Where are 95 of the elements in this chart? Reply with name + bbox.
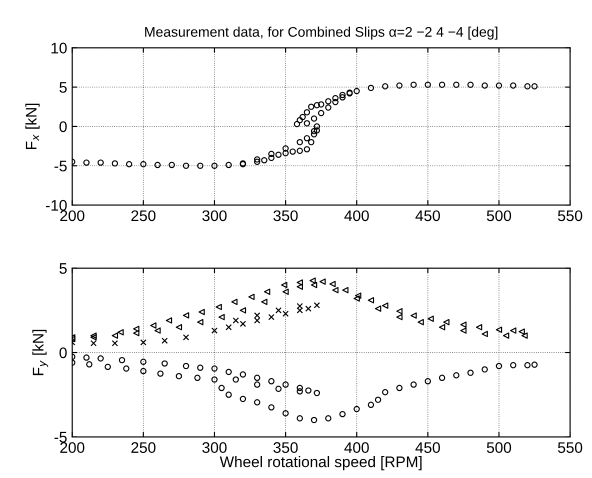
x-tick-label: 250	[131, 210, 156, 222]
y-tick-label: -10	[46, 200, 67, 211]
point	[510, 327, 516, 334]
point	[154, 327, 161, 334]
x-axis-title: Wheel rotational speed [RPM]	[220, 456, 422, 470]
y-axis-title: F$_{x}$ [kN]	[25, 104, 40, 150]
x-tick-label: 250	[131, 442, 156, 453]
point	[476, 324, 482, 330]
point	[133, 326, 140, 332]
x-tick-label: 400	[344, 210, 369, 222]
point	[140, 339, 146, 346]
point	[112, 332, 118, 339]
point	[460, 327, 467, 334]
point	[521, 332, 528, 339]
y-tick-label: 5	[59, 263, 67, 274]
chart-title: Measurement data, for Combined Slips α=2 −2 4 −4 [deg]	[145, 26, 498, 40]
point	[268, 314, 275, 320]
x-tick-label: 550	[558, 210, 582, 222]
point	[428, 316, 434, 322]
y-tick-label: 10	[52, 42, 67, 54]
x-tick-label: 200	[60, 210, 84, 222]
point	[482, 330, 488, 338]
point	[182, 334, 190, 340]
x-tick-label: 400	[344, 442, 369, 453]
x-tick-label: 500	[486, 210, 512, 222]
point	[296, 279, 303, 286]
y-tick-label: 0	[59, 121, 67, 132]
point	[309, 277, 316, 284]
point	[231, 298, 238, 306]
y-axis-title: F$_{y}$ [kN]	[32, 330, 48, 376]
point	[232, 317, 239, 324]
point	[226, 324, 232, 330]
point	[216, 304, 222, 310]
point	[396, 308, 403, 314]
point	[518, 328, 525, 335]
x-tick-label: 350	[273, 442, 298, 453]
point	[354, 292, 362, 299]
point	[282, 310, 289, 317]
point	[410, 312, 417, 319]
y-tick-label: 0	[59, 347, 67, 358]
x-tick-label: 550	[558, 442, 582, 453]
point	[296, 307, 303, 314]
point	[182, 312, 190, 319]
x-tick-label: 500	[486, 442, 512, 453]
point	[502, 332, 510, 339]
point	[211, 327, 218, 334]
point	[197, 319, 204, 326]
point	[418, 319, 424, 326]
point	[218, 314, 225, 320]
x-tick-label: 200	[60, 442, 84, 453]
point	[460, 322, 467, 328]
point	[354, 295, 360, 302]
point	[319, 278, 326, 285]
point	[310, 282, 318, 288]
point	[438, 324, 446, 330]
point	[296, 302, 303, 310]
point	[240, 307, 246, 314]
point	[261, 298, 268, 306]
x-tick-label: 300	[202, 442, 227, 453]
point	[443, 319, 450, 326]
point	[112, 340, 118, 346]
point	[198, 308, 205, 316]
x-tick-label: 450	[415, 442, 440, 453]
point	[382, 302, 388, 309]
point	[332, 286, 339, 294]
point	[275, 307, 282, 314]
point	[264, 288, 270, 295]
x-tick-label: 450	[415, 210, 440, 222]
point	[133, 330, 140, 336]
point	[176, 324, 182, 330]
point	[254, 317, 260, 324]
point	[281, 282, 288, 288]
x-tick-label: 300	[202, 210, 227, 222]
y-tick-label: -5	[54, 432, 67, 443]
point	[240, 320, 246, 327]
point	[305, 306, 312, 312]
point	[314, 302, 320, 308]
point	[282, 288, 289, 295]
point	[368, 297, 374, 304]
x-tick-label: 350	[273, 210, 298, 222]
point	[296, 284, 303, 290]
y-tick-label: 5	[59, 82, 67, 93]
point	[150, 322, 156, 329]
point	[374, 306, 382, 312]
point	[166, 317, 172, 324]
point	[254, 312, 260, 319]
point	[396, 314, 403, 320]
point	[162, 338, 168, 344]
point	[117, 329, 124, 336]
point	[329, 280, 336, 288]
y-tick-label: -5	[54, 160, 67, 172]
point	[496, 326, 502, 333]
point	[90, 340, 97, 346]
point	[248, 294, 255, 300]
point	[342, 286, 348, 294]
